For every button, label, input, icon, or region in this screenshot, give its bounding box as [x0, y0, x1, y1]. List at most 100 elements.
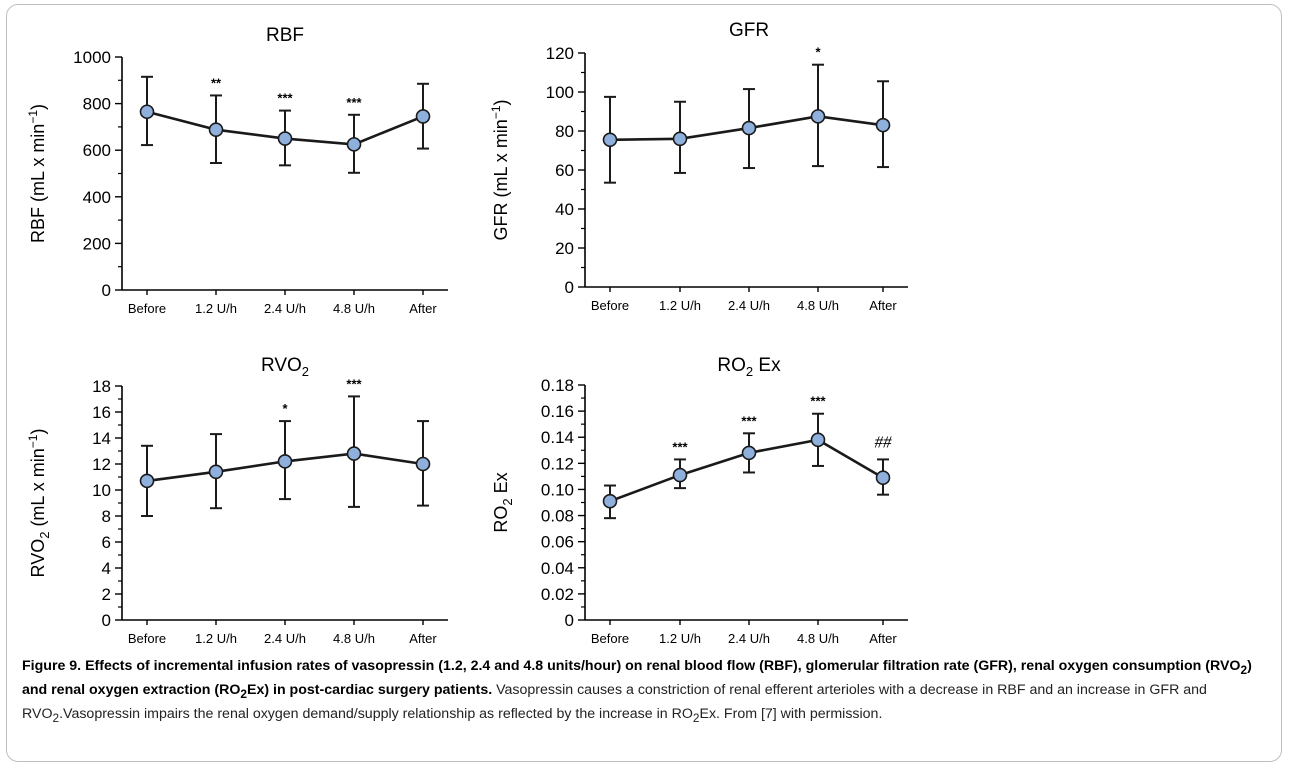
x-tick-label: 1.2 U/h: [195, 631, 237, 646]
x-tick-label: 1.2 U/h: [195, 301, 237, 316]
chart-title-after: Ex: [753, 355, 781, 376]
data-point: [875, 470, 891, 485]
y-axis-label-subscript: 2: [500, 498, 515, 505]
y-tick-label: 20: [555, 239, 574, 258]
y-axis-label-main: GFR (mL x min: [491, 119, 511, 240]
x-tick-label: After: [869, 298, 897, 313]
x-tick-label: Before: [591, 631, 629, 646]
data-point: [415, 456, 431, 472]
x-tick-label: 2.4 U/h: [728, 298, 770, 313]
data-point: [208, 122, 224, 137]
data-point: [875, 117, 891, 133]
y-axis-label-main: RBF (mL x min: [28, 124, 48, 243]
y-axis-label-close: ): [28, 429, 48, 435]
caption-body-sub-1: 2: [52, 710, 60, 725]
x-tick-label: 2.4 U/h: [728, 631, 770, 646]
data-point: [810, 432, 826, 448]
y-axis-label-superscript: −1: [489, 105, 503, 119]
y-tick-label: 14: [92, 429, 111, 448]
y-axis-label-superscript: −1: [26, 434, 40, 448]
caption-title-part-1: Figure 9. Effects of incremental infusio…: [22, 658, 1241, 674]
y-tick-label: 120: [546, 44, 574, 63]
y-axis-label: RVO2 (mL x min−1): [26, 429, 52, 578]
y-tick-label: 0: [102, 611, 111, 630]
data-point: [672, 131, 688, 147]
caption-title: Figure 9. Effects of incremental infusio…: [22, 658, 1252, 701]
caption-title-part-2: ) and renal oxygen extraction (RO: [22, 658, 1252, 698]
significance-annotation: ***: [741, 413, 757, 428]
y-axis-label: GFR (mL x min−1): [489, 99, 511, 240]
y-tick-label: 100: [546, 83, 574, 102]
chart-4: 0 0.02 0.04 0.06 0.08 0.10 0.12 0.14 0.16 0.18 Bef…: [491, 355, 908, 646]
x-tick-label: 4.8 U/h: [797, 298, 839, 313]
y-axis-label-superscript: −1: [26, 110, 40, 124]
y-tick-label: 2: [102, 585, 111, 604]
y-axis-label-close: ): [491, 99, 511, 105]
y-tick-label: 0.18: [541, 376, 574, 395]
figure-caption: Figure 9. Effects of incremental infusio…: [22, 656, 1272, 727]
x-tick-label: Before: [128, 631, 166, 646]
data-point: [810, 109, 826, 124]
significance-annotation: ##: [875, 432, 893, 451]
data-point: [602, 132, 618, 148]
caption-title-sub-2: 2: [240, 686, 247, 701]
y-tick-label: 0.14: [541, 428, 574, 447]
y-tick-label: 16: [92, 403, 111, 422]
x-tick-label: Before: [591, 298, 629, 313]
y-axis-label: RBF (mL x min−1): [26, 104, 48, 243]
x-tick-label: 4.8 U/h: [333, 631, 375, 646]
y-axis-label-main: RVO: [28, 539, 48, 578]
x-tick-label: After: [869, 631, 897, 646]
y-tick-label: 0.10: [541, 480, 574, 499]
chart-title-subscript: 2: [746, 364, 753, 379]
chart-title-main: RO: [717, 355, 746, 376]
caption-body-part-2: .Vasopressin impairs the renal oxygen de…: [59, 705, 693, 722]
y-tick-label: 4: [102, 559, 111, 578]
chart-title-main: RVO: [261, 355, 302, 376]
data-point: [346, 137, 362, 152]
y-axis-label-mid: (mL x min: [28, 448, 48, 531]
y-tick-label: 0.04: [541, 559, 574, 578]
y-axis-label-close: ): [28, 104, 48, 110]
data-point: [277, 454, 293, 469]
caption-body-part-3: Ex. From [7] with permission.: [699, 705, 883, 722]
significance-annotation: ***: [810, 394, 826, 409]
y-tick-label: 0: [565, 611, 574, 630]
y-tick-label: 60: [555, 161, 574, 180]
chart-title: RBF: [266, 25, 304, 46]
y-tick-label: 8: [102, 507, 111, 526]
y-tick-label: 600: [83, 141, 111, 160]
y-axis-label: RO2 Ex: [491, 472, 515, 532]
x-tick-label: After: [409, 301, 437, 316]
y-tick-label: 18: [92, 377, 111, 396]
y-tick-label: 0: [565, 278, 574, 297]
y-tick-label: 10: [92, 481, 111, 500]
y-axis-label-mid: Ex: [491, 472, 511, 498]
chart-title: RO2 Ex: [717, 355, 781, 379]
y-axis-label-subscript: 2: [37, 532, 52, 539]
data-point: [415, 109, 431, 124]
data-point: [672, 467, 688, 483]
chart-3: 0 2 4 6 8 10 12 14 16 18 Before 1.2 U/h 2.4 U/h 4.8 U…: [26, 355, 448, 646]
data-point: [741, 120, 757, 136]
x-tick-label: 1.2 U/h: [659, 298, 701, 313]
caption-body-sub-2: 2: [692, 710, 700, 725]
y-tick-label: 0.06: [541, 533, 574, 552]
y-tick-label: 12: [92, 455, 111, 474]
x-tick-label: Before: [128, 301, 166, 316]
significance-annotation: *: [282, 401, 288, 416]
y-tick-label: 0.16: [541, 402, 574, 421]
x-tick-label: 4.8 U/h: [333, 301, 375, 316]
y-tick-label: 80: [555, 122, 574, 141]
y-axis-label-main: RO: [491, 506, 511, 533]
y-tick-label: 200: [83, 234, 111, 253]
chart-1: 0 200 400 600 800 1000 Before 1.2 U/h 2.4 U/h 4.8…: [26, 25, 448, 316]
significance-annotation: **: [211, 75, 222, 90]
y-tick-label: 400: [83, 188, 111, 207]
chart-title-subscript: 2: [302, 364, 309, 379]
significance-annotation: ***: [672, 439, 688, 454]
significance-annotation: ***: [277, 91, 293, 106]
chart-2: 0 20 40 60 80 100 120 Before 1.2 U/h 2.4 U/h 4.8 U…: [489, 20, 908, 313]
x-tick-label: 2.4 U/h: [264, 631, 306, 646]
data-point: [602, 493, 618, 509]
